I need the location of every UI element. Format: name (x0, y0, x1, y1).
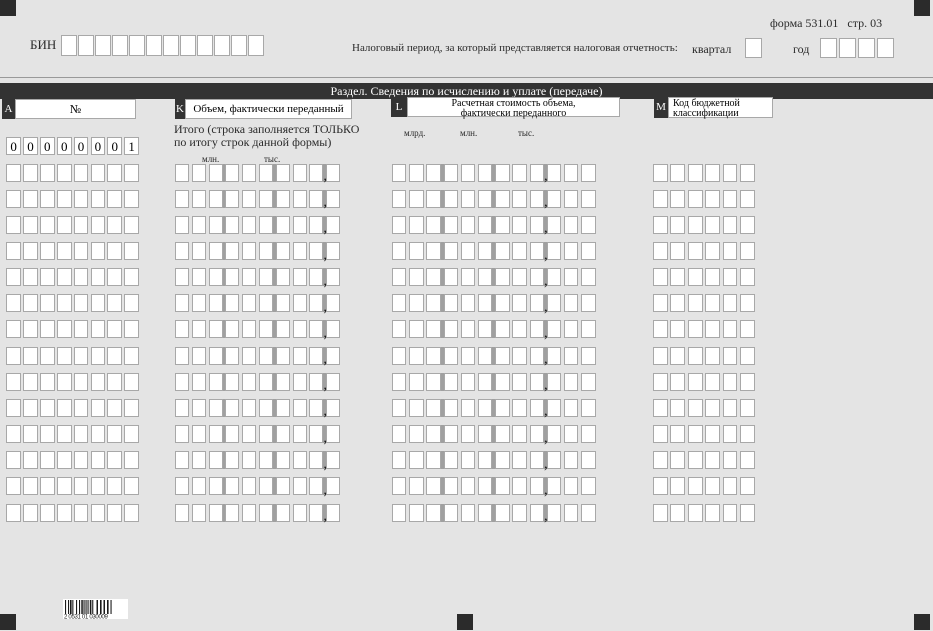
svg-text:2 0531 01 030009: 2 0531 01 030009 (64, 614, 109, 619)
